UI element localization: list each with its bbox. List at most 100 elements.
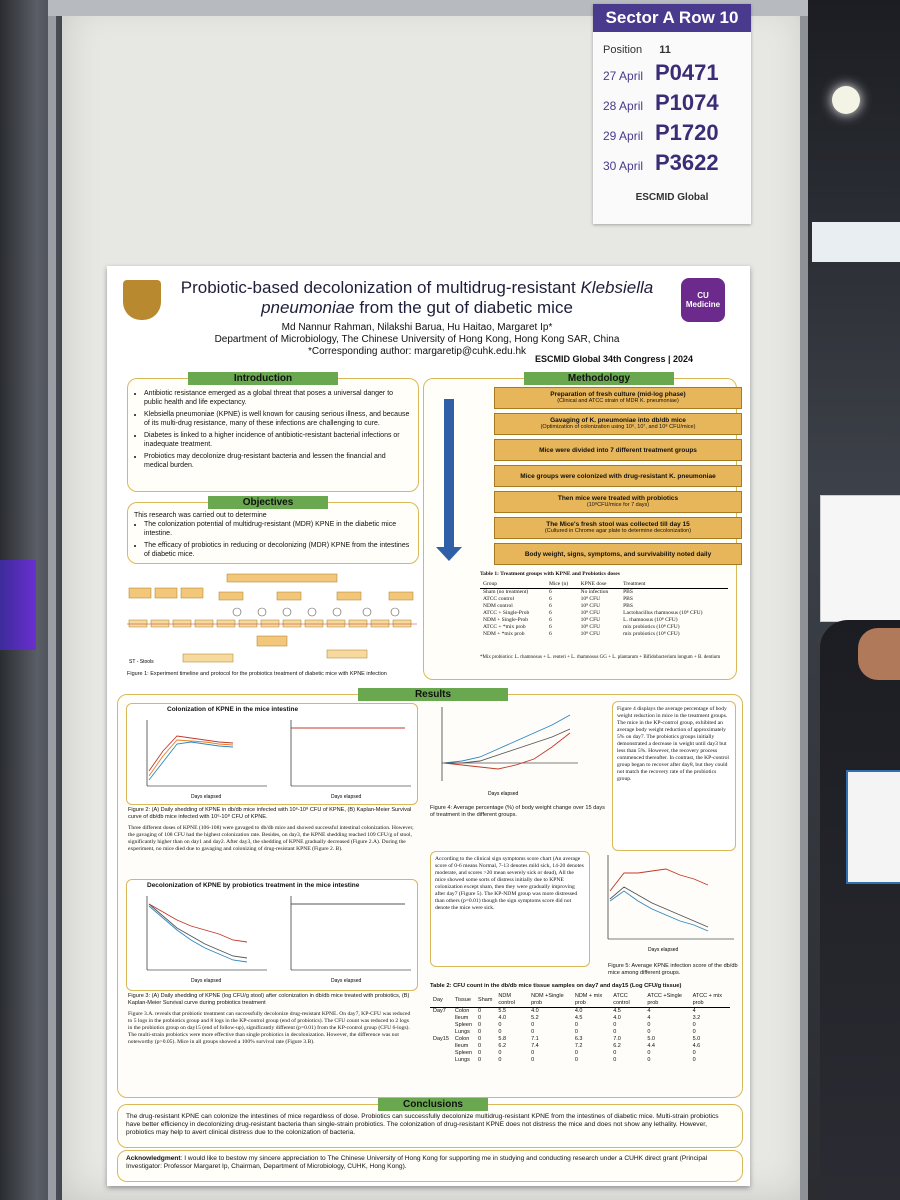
st-label: ST - Stools <box>129 659 154 665</box>
method-step: The Mice's fresh stool was collected til… <box>494 517 742 539</box>
table-cell: NDM + Single-Prob <box>483 617 528 623</box>
table-cell: NDM control <box>483 603 513 609</box>
cu-logo-text: CU Medicine <box>685 291 721 309</box>
table-cell: 10⁸ CFU <box>580 631 601 637</box>
title-species: Klebsiella pneumoniae <box>261 278 654 317</box>
step-title: Then mice were treated with probiotics <box>557 495 679 502</box>
table-cell: 0 <box>692 1057 696 1063</box>
authors: Md Nannur Rahman, Nilakshi Barua, Hu Hai… <box>281 322 553 333</box>
sign-position: Position 11 <box>593 32 751 56</box>
table-cell: 0 <box>478 1022 482 1028</box>
table-cell: 0 <box>692 1050 696 1056</box>
method-step: Preparation of fresh culture (mid-log ph… <box>494 387 742 409</box>
cuhk-crest-logo <box>123 280 161 320</box>
sign-header: Sector A Row 10 <box>593 4 751 32</box>
corresponding-author: *Corresponding author: margaretip@cuhk.e… <box>307 346 527 357</box>
table-cell: 5.0 <box>647 1036 655 1042</box>
fig4-xlabel: Days elapsed <box>488 791 519 797</box>
table-row: Day7 Colon 0 5.5 4.0 4.0 4.5 4 4 <box>430 1008 730 1016</box>
method-arrowhead <box>436 547 462 561</box>
table-cell: 4 <box>647 1015 651 1021</box>
table-header-row: Group Mice (n) KPNE dose Treatment <box>480 581 728 589</box>
slot-date: 30 April <box>603 159 644 173</box>
table-cell: Day7 <box>433 1008 446 1014</box>
sign-slot: 28 April P1074 <box>593 86 751 116</box>
objectives-heading: Objectives <box>208 496 328 509</box>
fig2b-chart: Days elapsed <box>290 720 411 800</box>
table-row: ATCC control 6 10⁸ CFU PBS <box>480 596 728 603</box>
table-cell: 6 <box>548 617 552 623</box>
table-cell <box>430 1043 452 1050</box>
table-cell: 5.8 <box>498 1036 507 1042</box>
table-row: Day15 Colon 0 5.8 7.1 6.3 7.0 5.0 5.0 <box>430 1036 730 1043</box>
table-row: Ileum 0 4.0 5.2 4.5 4.0 4 3.2 <box>430 1015 730 1022</box>
step-title: Body weight, signs, symptoms, and surviv… <box>524 550 712 558</box>
table-cell: Spleen <box>454 1022 473 1028</box>
fig3b-chart: Days elapsed <box>290 896 411 984</box>
table-cell: 0 <box>647 1050 651 1056</box>
table-row: Sham (no treatment) 6 No infection PBS <box>480 589 728 597</box>
conference-label: ESCMID Global 34th Congress | 2024 <box>535 354 694 364</box>
step-title: Mice groups were colonized with drug-res… <box>520 472 716 480</box>
table1-title: Table 1: Treatment groups with KPNE and … <box>480 571 620 577</box>
table-row: NDM control 6 10⁸ CFU PBS <box>480 603 728 610</box>
title-part: Probiotic-based decolonization of multid… <box>180 278 581 297</box>
table-cell: Ileum <box>454 1043 469 1049</box>
table-cell: 0 <box>478 1057 482 1063</box>
table-cell: 0 <box>531 1050 535 1056</box>
slot-date: 27 April <box>603 69 644 83</box>
slot-code: P0471 <box>655 60 719 85</box>
fig4-text-box: Figure 4 displays the average percentage… <box>612 701 736 851</box>
table-cell: 0 <box>692 1022 696 1028</box>
table-cell: Day15 <box>433 1036 449 1042</box>
objectives-box: Objectives This research was carried out… <box>127 496 419 564</box>
table-cell: 4 <box>647 1008 651 1014</box>
window <box>812 222 900 262</box>
title-part: from the gut of diabetic mice <box>354 298 573 317</box>
slot-date: 28 April <box>603 99 644 113</box>
table-cell: 0 <box>613 1029 617 1035</box>
table-header: ATCC +Single prob <box>644 993 690 1008</box>
table-cell: 0 <box>574 1029 578 1035</box>
fig3a-xlabel: Days elapsed <box>191 978 222 984</box>
table-cell: 5.2 <box>531 1015 539 1021</box>
methodology-heading: Methodology <box>524 372 674 385</box>
table-header: Sham <box>475 993 496 1008</box>
background-poster <box>820 495 900 622</box>
fig2a-xlabel: Days elapsed <box>191 794 222 800</box>
table-cell: 0 <box>478 1043 482 1049</box>
table-cell: 4.0 <box>574 1008 583 1014</box>
table-cell: 0 <box>478 1050 482 1056</box>
step-title: The Mice's fresh stool was collected til… <box>546 521 690 528</box>
table-cell: 10⁸ CFU <box>580 624 601 630</box>
table-cell: 0 <box>498 1022 502 1028</box>
table-row: Spleen 0 0 0 0 0 0 0 <box>430 1022 730 1029</box>
fig3b-xlabel: Days elapsed <box>331 978 362 984</box>
fig4-text: Figure 4 displays the average percentage… <box>617 706 729 782</box>
person-silhouette <box>820 620 900 1200</box>
table-row: ATCC + *mix prob 6 10⁸ CFU mix probiotics (… <box>480 624 728 631</box>
table-cell <box>430 1057 452 1064</box>
table-cell: 0 <box>531 1057 535 1063</box>
table-cell: Spleen <box>454 1050 473 1056</box>
table-cell: 0 <box>531 1022 535 1028</box>
introduction-box: Introduction Antibiotic resistance emerg… <box>127 372 419 492</box>
intro-bullet: Diabetes is linked to a higher incidence… <box>144 431 410 449</box>
table-header: NDM control <box>495 993 529 1008</box>
table-cell: L. rhamnosus (10⁸ CFU) <box>623 617 678 623</box>
table-cell: 6.2 <box>498 1043 507 1049</box>
method-arrow <box>444 399 454 549</box>
table-cell: 4.4 <box>647 1043 655 1049</box>
table-header: NDM +Single prob <box>528 993 572 1008</box>
sign-slot: 29 April P1720 <box>593 116 751 146</box>
acknowledgment-text: Acknowledgment: I would like to bestow m… <box>126 1155 734 1171</box>
poster-title: Probiotic-based decolonization of multid… <box>167 278 667 318</box>
table-cell: 6 <box>548 610 552 616</box>
table-cell: 6 <box>548 603 552 609</box>
acknowledgment-label: Acknowledgment <box>126 1155 181 1162</box>
conclusions-box: Conclusions The drug-resistant KPNE can … <box>117 1098 743 1148</box>
introduction-heading: Introduction <box>188 372 338 385</box>
table-cell: 7.2 <box>574 1043 583 1049</box>
objectives-text: This research was carried out to determi… <box>134 511 410 562</box>
timeline-figure: ST - Stools <box>127 570 417 666</box>
